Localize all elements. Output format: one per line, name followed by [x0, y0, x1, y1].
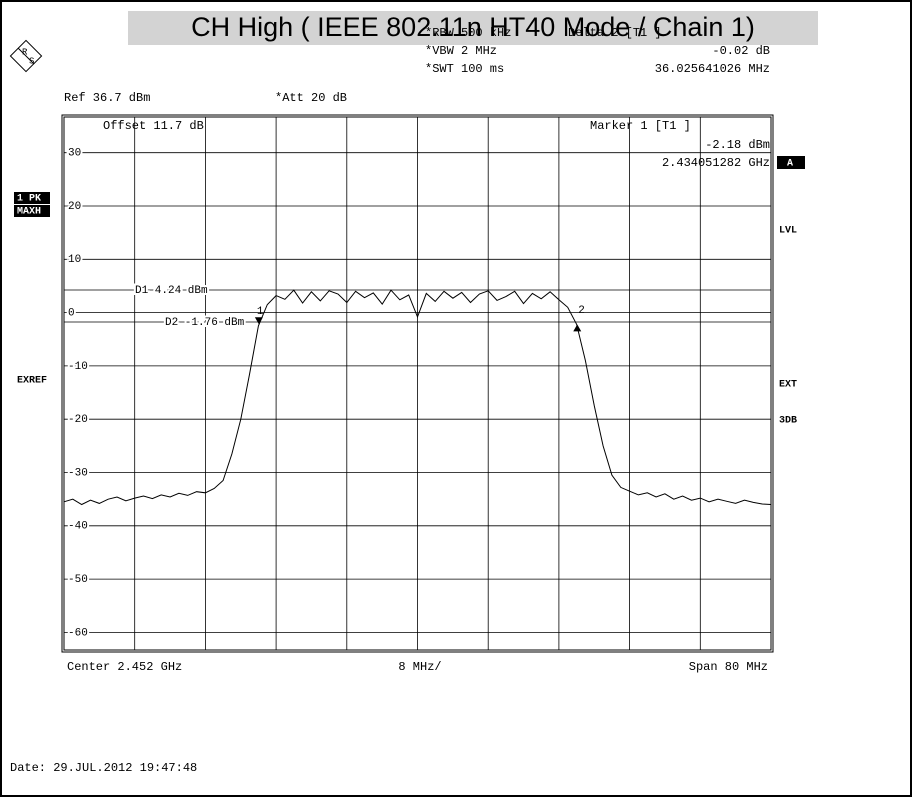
offset: Offset 11.7 dB	[103, 119, 204, 133]
marker	[254, 317, 263, 325]
trace-box	[14, 192, 50, 204]
y-tick-label: 20	[68, 201, 81, 213]
title-banner	[128, 11, 818, 45]
marker-label: 1	[257, 306, 264, 318]
y-tick-label: -20	[68, 414, 88, 426]
division: 8 MHz/	[398, 660, 441, 674]
ext-label: EXT	[779, 380, 797, 391]
attenuation: *Att 20 dB	[275, 91, 347, 105]
plot: 30 20 10 0 -10 -20 -30 -40 -50 -60 D1 4.24 dBm D2 -…	[63, 117, 772, 650]
display-line-label: D2 -1.76 dBm	[165, 317, 245, 329]
plot-outer	[61, 114, 774, 653]
mode-box	[14, 205, 50, 217]
center-freq: Center 2.452 GHz	[67, 660, 182, 674]
delta-freq: 36.025641026 MHz	[655, 62, 770, 76]
logo-slash	[17, 47, 35, 65]
chart-title: CH High ( IEEE 802.11n HT40 Mode / Chain…	[191, 12, 755, 42]
trace-label: 1 PK	[17, 194, 41, 205]
marker-value: -2.18 dBm	[705, 138, 770, 152]
y-tick-label: -50	[68, 574, 88, 586]
y-tick-label: -10	[68, 361, 88, 373]
rbw: *RBW 500 kHz	[425, 26, 511, 40]
marker-title: Marker 1 [T1 ]	[590, 119, 691, 133]
ref-level: Ref 36.7 dBm	[64, 91, 150, 105]
vbw: *VBW 2 MHz	[425, 44, 497, 58]
delta-title: Delta 2 [T1 ]	[568, 26, 662, 40]
date: Date: 29.JUL.2012 19:47:48	[10, 761, 197, 775]
y-tick-label: -40	[68, 521, 88, 533]
display-line-label: D1 4.24 dBm	[135, 285, 208, 297]
y-tick-label: 30	[68, 148, 81, 160]
a-label: A	[787, 159, 793, 170]
trace	[63, 289, 772, 506]
marker-label: 2	[578, 305, 585, 317]
logo: R S	[9, 39, 43, 73]
marker-freq: 2.434051282 GHz	[662, 156, 770, 170]
swt: *SWT 100 ms	[425, 62, 504, 76]
logo-r: R	[22, 47, 28, 57]
y-tick-label: -30	[68, 467, 88, 479]
delta-value: -0.02 dB	[712, 44, 770, 58]
lvl-label: LVL	[779, 226, 797, 237]
marker	[573, 324, 582, 332]
y-tick-label: 0	[68, 308, 75, 320]
span: Span 80 MHz	[689, 660, 768, 674]
y-tick-label: 10	[68, 254, 81, 266]
logo-s: S	[29, 56, 34, 66]
y-tick-label: -60	[68, 627, 88, 639]
mode-label: MAXH	[17, 207, 41, 218]
a-box	[777, 156, 805, 169]
exref-label: EXREF	[17, 376, 47, 387]
3db-label: 3DB	[779, 416, 797, 427]
